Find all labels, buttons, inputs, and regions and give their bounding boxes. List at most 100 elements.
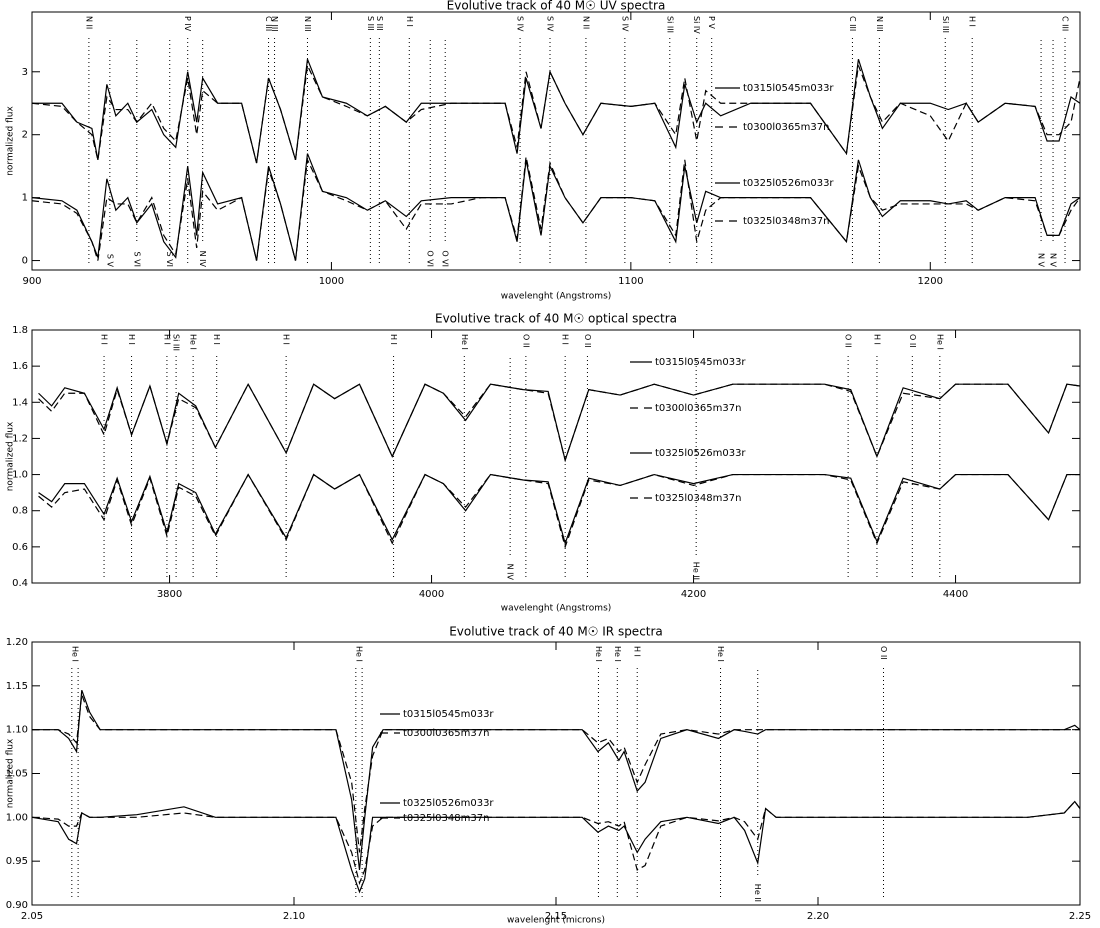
chart-title: Evolutive track of 40 M☉ optical spectra [435, 312, 677, 326]
line-label: Si IV [692, 16, 701, 34]
spectrum-line [32, 690, 1081, 870]
line-label: Si III [665, 16, 674, 33]
line-label: N II [84, 16, 93, 29]
spectrum-line [31, 800, 1081, 894]
x-axis-label: wavelenght (Angstroms) [501, 604, 612, 614]
legend-label: t0325l0348m37n [655, 493, 741, 504]
line-label: O II [844, 334, 853, 348]
y-tick-label: 1.0 [12, 470, 28, 481]
plot-frame [31, 641, 1081, 906]
y-tick-label: 0.6 [12, 542, 28, 553]
line-label: H I [212, 334, 221, 345]
line-label: N V [1037, 253, 1046, 268]
x-tick-label: 4400 [943, 589, 968, 600]
legend-label: t0300l0365m37n [743, 122, 829, 133]
spectrum-line [31, 63, 1081, 164]
x-tick-label: 1200 [918, 276, 943, 287]
spectrum-line [31, 800, 1081, 886]
x-tick-label: 2.20 [807, 911, 829, 922]
line-label: He II [753, 884, 762, 902]
x-tick-label: 2.25 [1069, 911, 1091, 922]
panel: Evolutive track of 40 M☉ optical spectra… [6, 312, 1081, 614]
spectrum-line [31, 156, 1081, 261]
line-label: H I [968, 16, 977, 27]
chart-title: Evolutive track of 40 M☉ UV spectra [447, 0, 666, 13]
y-tick-label: 0.95 [6, 856, 28, 867]
line-label: H I [100, 334, 109, 345]
spectrum-line [38, 473, 1080, 549]
line-label: S III [366, 16, 375, 31]
line-label: He I [354, 646, 363, 662]
line-label: O VI [426, 250, 435, 267]
line-label: S VI [132, 252, 141, 267]
line-label: C III [1061, 16, 1070, 31]
y-tick-label: 1.4 [12, 397, 28, 408]
line-label: H I [561, 334, 570, 345]
line-label: H I [162, 334, 171, 345]
y-tick-label: 0 [22, 256, 28, 267]
x-axis-label: wavelenght (Angstroms) [501, 292, 612, 302]
line-label: H I [872, 334, 881, 345]
line-label: N III [270, 16, 279, 32]
y-tick-label: 1.8 [12, 325, 28, 336]
y-tick-label: 2 [22, 130, 28, 141]
line-label: He I [716, 646, 725, 662]
line-label: O II [908, 334, 917, 348]
x-tick-label: 1100 [618, 276, 643, 287]
line-label: H I [389, 334, 398, 345]
panel: Evolutive track of 40 M☉ UV spectra wavel… [6, 0, 1081, 302]
x-tick-label: 4200 [681, 589, 706, 600]
legend-label: t0325l0526m033r [743, 178, 834, 189]
legend-label: t0325l0526m033r [655, 448, 746, 459]
y-axis-label: normalized flux [6, 421, 16, 491]
line-label: O II [583, 334, 592, 348]
spectrum-line [32, 58, 1081, 164]
legend-label: t0325l0348m37n [403, 813, 489, 824]
x-tick-label: 2.10 [283, 911, 305, 922]
line-label: S V [105, 254, 114, 268]
line-label: N III [875, 16, 884, 32]
legend-label: t0315l0545m033r [743, 83, 834, 94]
x-tick-label: 3800 [157, 589, 182, 600]
line-label: S IV [546, 16, 555, 32]
y-tick-label: 1.6 [12, 361, 28, 372]
y-tick-label: 1.00 [6, 812, 28, 823]
line-label: Si III [941, 16, 950, 33]
y-tick-label: 1.20 [6, 637, 28, 648]
line-label: C III [848, 16, 857, 31]
line-label: H I [633, 646, 642, 657]
y-tick-label: 1.05 [6, 769, 28, 780]
panel: Evolutive track of 40 M☉ IR spectra wavel… [6, 625, 1092, 926]
line-label: N IV [198, 251, 207, 268]
spectrum-line [38, 473, 1080, 546]
line-label: He I [613, 646, 622, 662]
line-label: P IV [183, 16, 192, 32]
line-label: O II [879, 646, 888, 660]
y-tick-label: 1.10 [6, 725, 28, 736]
y-tick-label: 0.4 [12, 578, 28, 589]
line-label: He I [189, 334, 198, 350]
line-label: He I [935, 334, 944, 350]
spectrum-line [32, 694, 1080, 853]
x-axis-label: wavelenght (microns) [507, 916, 605, 926]
spectrum-line [31, 153, 1081, 261]
legend-label: t0315l0545m033r [403, 709, 494, 720]
line-label: He I [70, 646, 79, 662]
x-tick-label: 2.15 [545, 911, 567, 922]
legend-label: t0325l0526m033r [403, 798, 494, 809]
spectrum-line [38, 382, 1081, 463]
y-tick-label: 1.15 [6, 681, 28, 692]
line-label: He I [594, 646, 603, 662]
line-label: P V [707, 16, 716, 29]
line-label: O VI [441, 250, 450, 267]
line-label: C III [264, 16, 273, 31]
x-tick-label: 4000 [419, 589, 444, 600]
y-tick-label: 0.90 [6, 900, 28, 911]
legend-label: t0325l0348m37n [743, 216, 829, 227]
line-label: H I [282, 334, 291, 345]
plot-frame [31, 329, 1081, 584]
x-tick-label: 900 [22, 276, 41, 287]
y-axis-label: normalized flux [6, 106, 16, 176]
line-label: H I [127, 334, 136, 345]
line-label: N III [303, 16, 312, 32]
